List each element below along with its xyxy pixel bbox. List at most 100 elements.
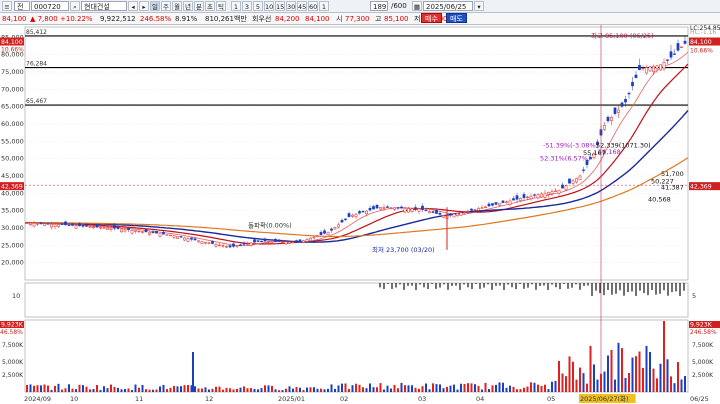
chevron-left-icon[interactable]: ◂ <box>128 1 138 11</box>
minute-button-0[interactable]: 1 <box>231 1 241 11</box>
candle-body <box>333 227 337 230</box>
candle-body <box>200 241 204 244</box>
period-button-1[interactable]: 월 <box>172 1 182 11</box>
minute-button-5[interactable]: 30 <box>286 1 296 11</box>
candle-body <box>291 241 295 243</box>
right-bottom-box: 42,369 <box>690 184 712 191</box>
candle-body <box>487 203 491 207</box>
chevron-down-icon[interactable]: ▾ <box>474 1 484 11</box>
minute-button-8[interactable]: 1 <box>319 1 329 11</box>
chevron-right-icon[interactable]: ▸ <box>139 1 149 11</box>
candle-body <box>32 223 36 227</box>
candle-body <box>102 227 106 229</box>
candle-body <box>120 228 123 233</box>
minute-button-1[interactable]: 3 <box>242 1 252 11</box>
candle-body <box>578 175 582 181</box>
x-axis-label: 2025/06/27(화) <box>580 395 629 403</box>
candle-body <box>473 209 477 211</box>
candle-body <box>134 230 137 232</box>
candle-body <box>106 227 109 230</box>
left-pct: 10.66% <box>1 47 24 54</box>
candle-body <box>312 236 316 239</box>
minute-button-2[interactable]: 5 <box>253 1 263 11</box>
x-axis-label: 06/25 <box>690 395 709 403</box>
ma-label-2: 50,227 <box>651 177 674 185</box>
minute-button-3[interactable]: 10 <box>264 1 274 11</box>
right-pct: 10.66% <box>690 48 713 55</box>
candle-body <box>330 228 333 231</box>
menu-icon[interactable]: ≡ <box>2 1 12 11</box>
stock-code-input[interactable]: 000720 <box>31 1 69 11</box>
candle-body <box>557 189 561 194</box>
high-label: 고 <box>375 15 382 23</box>
candle-body <box>190 237 193 240</box>
candle-body <box>218 244 221 247</box>
candle-body <box>323 230 326 234</box>
candle-body <box>673 53 676 55</box>
candle-body <box>368 208 372 211</box>
level-label-mid: 76,284 <box>26 61 47 68</box>
candle-body <box>281 241 284 243</box>
volume-right-pct: 246.58% <box>690 329 717 336</box>
sell-button[interactable]: 매도 <box>446 13 467 23</box>
candle-body <box>456 213 459 217</box>
date-input[interactable]: 2025/06/25 <box>423 1 473 11</box>
minute-button-6[interactable]: 45 <box>297 1 307 11</box>
candle-body <box>533 194 536 196</box>
search-icon[interactable]: ⌕ <box>70 1 80 11</box>
market-select[interactable]: 전 <box>14 1 30 11</box>
candle-body <box>589 157 592 160</box>
candle-body <box>249 242 253 246</box>
volume-left-pct: 46.58% <box>0 329 23 336</box>
candle-body <box>267 241 270 243</box>
period-button-0[interactable]: 주 <box>161 1 171 11</box>
candle-body <box>655 65 659 69</box>
right-bottom-box-bg <box>689 182 720 191</box>
candle-body <box>459 212 463 216</box>
candle-body <box>382 207 386 209</box>
candle-body <box>305 239 309 242</box>
candle-body <box>470 208 473 211</box>
data-count-input[interactable]: 189 <box>370 1 388 11</box>
candle-body <box>57 224 60 227</box>
candle-body <box>564 185 568 191</box>
ma-label-3: 41,387 <box>661 184 684 192</box>
candle-body <box>512 198 515 201</box>
candle-body <box>494 202 498 205</box>
left-bottom-box: 42,369 <box>1 184 23 191</box>
candle-body <box>260 240 263 243</box>
price-change: ▲ 7,800 <box>30 15 58 23</box>
candle-body <box>638 64 641 70</box>
candle-body <box>74 225 78 229</box>
calendar-icon[interactable]: ▦ <box>412 1 422 11</box>
period-button-4[interactable]: 초 <box>205 1 215 11</box>
candle-body <box>501 200 505 203</box>
stock-chart: 20,000 25,000 30,000 35,000 40,000 45,000 50,0… <box>0 25 720 403</box>
candle-body <box>197 240 200 242</box>
minute-button-4[interactable]: 15 <box>275 1 285 11</box>
candle-body <box>256 240 260 242</box>
candle-body <box>246 243 249 245</box>
volume-right-box: 9,923K <box>690 322 713 329</box>
left-bottom-box-bg <box>0 182 24 191</box>
candle-body <box>449 214 452 216</box>
candle-body <box>351 214 354 217</box>
y-tick-label: 75,000 <box>1 68 24 76</box>
annotation-low: 최저 23,700 (03/20) <box>372 245 435 254</box>
tab-day[interactable]: 일 <box>150 1 160 11</box>
period-button-2[interactable]: 년 <box>183 1 193 11</box>
candle-body <box>295 240 298 243</box>
period-button-5[interactable]: 틱 <box>216 1 226 11</box>
buy-button[interactable]: 매수 <box>421 13 442 23</box>
candle-body <box>620 102 624 107</box>
minute-button-7[interactable]: 60 <box>308 1 318 11</box>
candle-body <box>109 227 113 230</box>
open-label: 시 <box>336 15 343 23</box>
period-button-3[interactable]: 분 <box>194 1 204 11</box>
candle-body <box>144 229 148 233</box>
level-label-low: 65,467 <box>26 98 47 105</box>
y-tick-label: 85,000 <box>1 33 24 41</box>
volume-right-box-bg <box>689 321 720 328</box>
candle-body <box>386 206 389 208</box>
candle-body <box>659 64 662 71</box>
